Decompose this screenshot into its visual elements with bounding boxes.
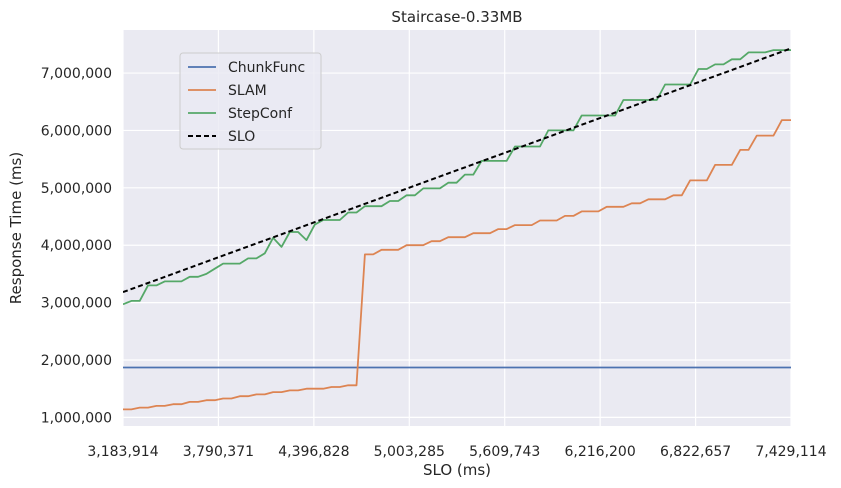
- y-tick-label: 7,000,000: [41, 66, 112, 82]
- x-tick-label: 7,429,114: [755, 444, 826, 460]
- y-tick-label: 6,000,000: [41, 123, 112, 139]
- legend: ChunkFunc SLAM StepConf SLO: [179, 52, 322, 150]
- y-axis-ticks: 1,000,000 2,000,000 3,000,000 4,000,000 5,00…: [41, 66, 112, 426]
- series-line-stepconf: [123, 49, 791, 306]
- legend-label-slo: SLO: [228, 129, 255, 145]
- y-axis-title: Response Time (ms): [7, 152, 25, 304]
- legend-label-slam: SLAM: [228, 83, 267, 99]
- y-tick-label: 2,000,000: [41, 353, 112, 369]
- series-line-slo: [123, 47, 791, 294]
- legend-box: [179, 52, 322, 150]
- y-tick-label: 3,000,000: [41, 296, 112, 312]
- x-tick-label: 6,822,657: [660, 444, 731, 460]
- legend-label-stepconf: StepConf: [228, 106, 293, 122]
- x-tick-label: 3,790,371: [183, 444, 254, 460]
- x-tick-label: 4,396,828: [278, 444, 349, 460]
- x-tick-label: 3,183,914: [87, 444, 158, 460]
- legend-label-chunkfunc: ChunkFunc: [228, 60, 305, 76]
- x-axis-title: SLO (ms): [423, 461, 491, 479]
- series-layer: [123, 47, 791, 411]
- x-tick-label: 5,003,285: [374, 444, 445, 460]
- x-axis-ticks: 3,183,914 3,790,371 4,396,828 5,003,285 5,60…: [87, 444, 826, 460]
- y-tick-label: 4,000,000: [41, 238, 112, 254]
- x-tick-label: 6,216,200: [565, 444, 636, 460]
- y-tick-label: 1,000,000: [41, 410, 112, 426]
- y-tick-label: 5,000,000: [41, 181, 112, 197]
- x-tick-label: 5,609,743: [469, 444, 540, 460]
- chart-title: Staircase-0.33MB: [391, 8, 522, 26]
- series-line-slam: [123, 119, 791, 411]
